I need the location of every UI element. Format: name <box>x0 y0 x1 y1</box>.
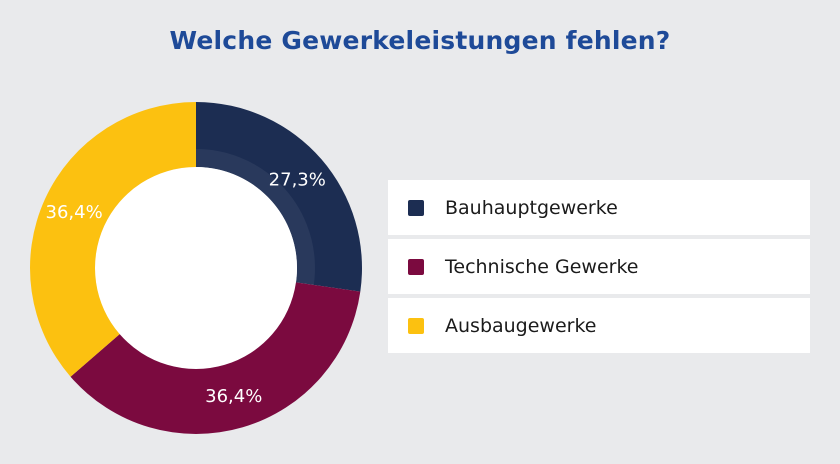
donut-slice-bauhauptgewerke <box>196 102 362 292</box>
donut-hole <box>95 167 297 369</box>
legend-swatch <box>408 258 424 275</box>
legend: Bauhauptgewerke Technische Gewerke Ausba… <box>388 180 810 357</box>
legend-swatch <box>408 317 424 334</box>
legend-label: Bauhauptgewerke <box>445 196 618 219</box>
donut-slice-technische-gewerke <box>70 282 361 434</box>
slice-value-label: 36,4% <box>46 202 103 223</box>
legend-label: Technische Gewerke <box>445 255 639 278</box>
slice-value-label: 27,3% <box>269 170 326 191</box>
legend-swatch <box>408 199 424 216</box>
legend-label: Ausbaugewerke <box>445 314 597 337</box>
slice-value-label: 36,4% <box>205 386 262 407</box>
chart-title: Welche Gewerkeleistungen fehlen? <box>169 26 671 55</box>
legend-item-technische-gewerke: Technische Gewerke <box>388 239 810 294</box>
legend-item-ausbaugewerke: Ausbaugewerke <box>388 298 810 353</box>
donut-slice-ausbaugewerke <box>30 102 197 377</box>
legend-item-bauhauptgewerke: Bauhauptgewerke <box>388 180 810 235</box>
